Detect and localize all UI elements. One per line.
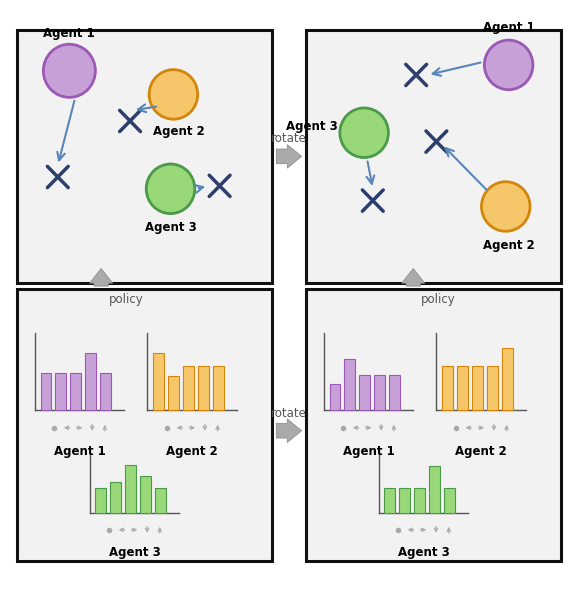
Bar (457, 366, 468, 410)
Circle shape (484, 40, 533, 90)
Bar (360, 375, 370, 410)
Text: Agent 3: Agent 3 (286, 120, 338, 133)
Bar (168, 376, 179, 410)
Text: rotate: rotate (271, 132, 307, 145)
Bar (429, 467, 440, 513)
Bar (17, 289, 272, 560)
Circle shape (43, 44, 95, 97)
Bar (213, 366, 224, 410)
Text: Agent 1: Agent 1 (483, 21, 535, 34)
Bar (140, 476, 151, 513)
Circle shape (149, 70, 198, 119)
Bar (487, 366, 498, 410)
Bar (399, 487, 410, 513)
Bar (55, 373, 66, 410)
Bar (95, 487, 106, 513)
FancyArrow shape (402, 268, 425, 286)
Text: Agent 1: Agent 1 (343, 445, 394, 458)
Bar (306, 289, 561, 560)
Bar (17, 30, 272, 283)
FancyArrow shape (90, 268, 113, 286)
Text: Agent 2: Agent 2 (166, 445, 218, 458)
Bar (155, 487, 166, 513)
Text: Agent 2: Agent 2 (153, 125, 205, 138)
Bar (125, 465, 136, 513)
Bar (344, 359, 355, 410)
Text: policy: policy (421, 293, 455, 306)
Circle shape (340, 108, 388, 158)
FancyArrow shape (276, 419, 302, 442)
Text: Agent 3: Agent 3 (109, 546, 160, 559)
Bar (444, 487, 455, 513)
Bar (86, 353, 96, 410)
Bar (389, 375, 400, 410)
Bar (375, 375, 385, 410)
Circle shape (481, 182, 530, 231)
Bar (502, 348, 513, 410)
Text: Agent 3: Agent 3 (398, 546, 449, 559)
Text: Agent 3: Agent 3 (144, 221, 197, 234)
Bar (183, 366, 194, 410)
Bar (472, 366, 483, 410)
Text: Agent 1: Agent 1 (43, 27, 95, 40)
Text: Agent 1: Agent 1 (54, 445, 105, 458)
Bar (384, 487, 395, 513)
Text: Agent 2: Agent 2 (455, 445, 507, 458)
FancyArrow shape (276, 145, 302, 168)
Bar (414, 487, 425, 513)
Bar (71, 373, 81, 410)
Bar (198, 366, 209, 410)
Bar (329, 385, 340, 410)
Bar (110, 482, 121, 513)
Text: rotate: rotate (271, 407, 307, 420)
Bar (40, 373, 51, 410)
Circle shape (146, 164, 195, 214)
Bar (100, 373, 111, 410)
Bar (306, 30, 561, 283)
Bar (153, 353, 164, 410)
Text: Agent 2: Agent 2 (483, 239, 535, 252)
Text: policy: policy (109, 293, 143, 306)
Bar (442, 366, 453, 410)
